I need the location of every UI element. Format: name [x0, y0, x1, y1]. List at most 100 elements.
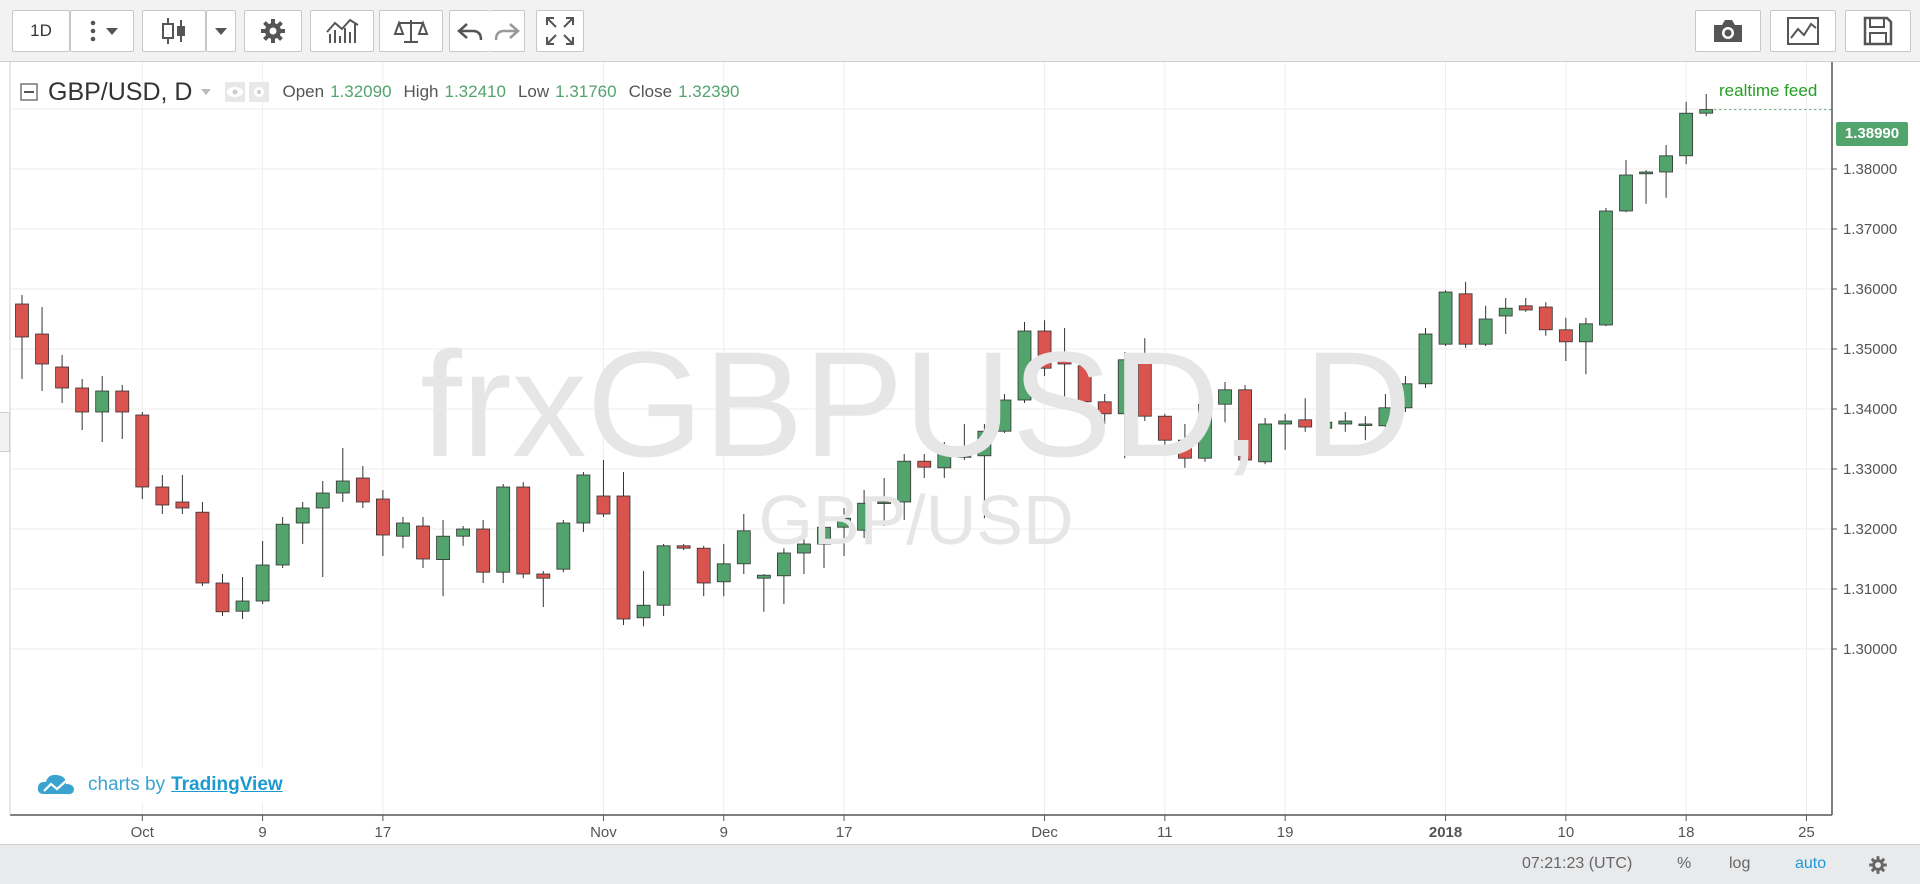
chart-area[interactable]: 1.30000 1.31000 1.32000 1.33000 1.34000 1.350…: [0, 62, 1920, 884]
candle-up[interactable]: [1318, 421, 1333, 429]
candle-up[interactable]: [1117, 359, 1132, 415]
candle-up[interactable]: [837, 517, 851, 528]
candle-down[interactable]: [1298, 419, 1313, 428]
candle-up[interactable]: [1378, 407, 1393, 427]
candle-down[interactable]: [1037, 330, 1052, 369]
collapse-icon[interactable]: [20, 83, 38, 101]
candle-up[interactable]: [897, 460, 912, 503]
auto-scale-toggle[interactable]: auto: [1795, 855, 1827, 872]
candle-up[interactable]: [456, 528, 471, 537]
candle-up[interactable]: [335, 480, 350, 494]
candle-up[interactable]: [1478, 318, 1493, 345]
candle-down[interactable]: [516, 486, 531, 575]
candle-up[interactable]: [436, 535, 450, 561]
candle-up[interactable]: [1659, 155, 1673, 173]
candle-up[interactable]: [1579, 323, 1593, 343]
percent-scale-toggle[interactable]: %: [1677, 855, 1692, 872]
candle-down[interactable]: [1178, 439, 1192, 459]
symbol-title[interactable]: GBP/USD, D: [48, 77, 193, 106]
candle-down[interactable]: [616, 495, 631, 620]
series-gear-icon[interactable]: [248, 81, 270, 103]
candle-up[interactable]: [1699, 109, 1714, 114]
candle-down[interactable]: [536, 573, 551, 579]
candle-up[interactable]: [576, 474, 591, 524]
candle-down[interactable]: [1097, 401, 1112, 415]
candle-down[interactable]: [35, 333, 49, 365]
candle-up[interactable]: [1198, 403, 1212, 459]
candle-up[interactable]: [777, 552, 791, 577]
left-scale-handle[interactable]: [0, 412, 10, 452]
candle-up[interactable]: [1358, 423, 1373, 426]
candle-down[interactable]: [416, 525, 430, 560]
candle-up[interactable]: [1418, 333, 1433, 385]
candle-down[interactable]: [1238, 389, 1252, 461]
candle-up[interactable]: [1278, 420, 1293, 425]
candle-up[interactable]: [1258, 423, 1272, 463]
candle-up[interactable]: [275, 523, 290, 566]
candle-down[interactable]: [215, 582, 230, 613]
candle-down[interactable]: [1157, 415, 1172, 441]
indicators-button[interactable]: [310, 10, 374, 52]
candle-up[interactable]: [556, 522, 571, 570]
save-button[interactable]: [1845, 10, 1911, 52]
interval-button[interactable]: 1D: [12, 10, 70, 52]
candle-up[interactable]: [95, 390, 110, 413]
candle-up[interactable]: [736, 530, 751, 565]
candle-up[interactable]: [496, 486, 511, 573]
candle-down[interactable]: [115, 390, 130, 413]
candle-up[interactable]: [756, 574, 771, 579]
chart-type-menu-button[interactable]: [206, 10, 236, 52]
candle-down[interactable]: [696, 547, 711, 584]
candle-up[interactable]: [997, 399, 1012, 432]
candle-up[interactable]: [396, 522, 410, 537]
candle-up[interactable]: [315, 492, 330, 509]
candle-down[interactable]: [155, 486, 170, 506]
candle-down[interactable]: [195, 511, 210, 584]
candle-up[interactable]: [295, 507, 310, 524]
candle-up[interactable]: [716, 563, 731, 583]
candle-up[interactable]: [1017, 330, 1032, 401]
chart-style-button[interactable]: [1770, 10, 1836, 52]
settings-button[interactable]: [244, 10, 302, 52]
candle-down[interactable]: [1558, 329, 1573, 343]
chart-type-button[interactable]: [142, 10, 206, 52]
candle-down[interactable]: [917, 460, 932, 468]
candle-up[interactable]: [1438, 291, 1453, 345]
visibility-icon[interactable]: [224, 81, 246, 103]
candle-down[interactable]: [476, 528, 491, 573]
candle-down[interactable]: [355, 477, 370, 503]
candle-down[interactable]: [1137, 359, 1152, 417]
candle-down[interactable]: [1077, 365, 1092, 403]
candle-down[interactable]: [15, 303, 29, 338]
candle-up[interactable]: [937, 449, 952, 469]
log-scale-toggle[interactable]: log: [1729, 855, 1751, 872]
candle-down[interactable]: [75, 387, 90, 413]
candle-down[interactable]: [1538, 306, 1553, 331]
candle-up[interactable]: [1218, 389, 1232, 405]
candle-down[interactable]: [175, 501, 190, 509]
candle-up[interactable]: [1679, 112, 1694, 157]
candle-up[interactable]: [656, 545, 671, 606]
candle-up[interactable]: [636, 604, 651, 619]
candle-down[interactable]: [1458, 293, 1473, 345]
candle-up[interactable]: [1398, 383, 1413, 409]
tradingview-link[interactable]: TradingView: [171, 774, 283, 795]
fullscreen-button[interactable]: [536, 10, 584, 52]
compare-button[interactable]: [379, 10, 443, 52]
candle-up[interactable]: [977, 430, 992, 457]
candle-up[interactable]: [1498, 307, 1513, 317]
candle-up[interactable]: [235, 600, 250, 612]
candle-down[interactable]: [1518, 305, 1533, 311]
candle-down[interactable]: [596, 495, 611, 515]
symbol-menu-icon[interactable]: [200, 87, 212, 97]
candle-up[interactable]: [255, 564, 270, 602]
candle-up[interactable]: [817, 526, 831, 545]
snapshot-button[interactable]: [1695, 10, 1761, 52]
candle-up[interactable]: [957, 455, 972, 458]
candle-down[interactable]: [1057, 354, 1072, 365]
scale-settings-gear-icon[interactable]: [1867, 854, 1889, 876]
interval-menu-button[interactable]: [70, 10, 134, 52]
candle-up[interactable]: [1599, 210, 1613, 326]
candle-down[interactable]: [676, 545, 691, 549]
candle-up[interactable]: [1619, 174, 1633, 212]
